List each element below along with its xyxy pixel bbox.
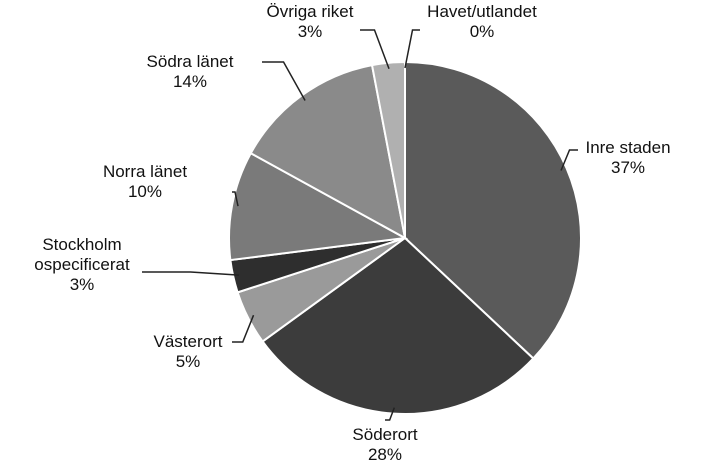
category-label: Övriga riket xyxy=(266,2,354,21)
pie-slice xyxy=(404,60,582,360)
category-label: Västerort xyxy=(153,332,223,351)
leader-line xyxy=(232,314,255,343)
value-label: 0% xyxy=(469,22,495,41)
value-label: 37% xyxy=(610,158,646,177)
leader-line xyxy=(232,191,239,207)
pie-slice xyxy=(228,151,409,262)
leader-line xyxy=(560,149,578,171)
category-label: Norra länet xyxy=(102,162,188,181)
value-label: 10% xyxy=(127,182,163,201)
category-label: Havet/utlandet xyxy=(427,2,537,21)
leader-line xyxy=(385,407,396,421)
category-label: Inre staden xyxy=(585,138,671,157)
slice-label: Västerort 5% xyxy=(154,332,223,372)
leader-line xyxy=(262,61,306,101)
slice-label: Inre staden 37% xyxy=(585,138,670,178)
pie-slice xyxy=(261,236,535,415)
leader-line xyxy=(404,29,420,69)
slice-label: Söderort 28% xyxy=(352,425,417,465)
value-label: 3% xyxy=(69,275,95,294)
leader-line xyxy=(142,271,240,276)
category-label: Stockholm ospecificerat xyxy=(34,235,130,274)
leader-line xyxy=(360,29,390,70)
slice-label: Havet/utlandet 0% xyxy=(427,2,537,42)
value-label: 5% xyxy=(175,352,201,371)
slice-label: Södra länet 14% xyxy=(147,52,234,92)
slice-label: Norra länet 10% xyxy=(103,162,187,202)
value-label: 14% xyxy=(172,72,208,91)
slice-label: Övriga riket 3% xyxy=(267,2,354,42)
value-label: 3% xyxy=(297,22,323,41)
category-label: Södra länet xyxy=(146,52,234,71)
category-label: Söderort xyxy=(352,425,418,444)
value-label: 28% xyxy=(367,445,403,464)
slice-label: Stockholm ospecificerat 3% xyxy=(17,235,147,295)
